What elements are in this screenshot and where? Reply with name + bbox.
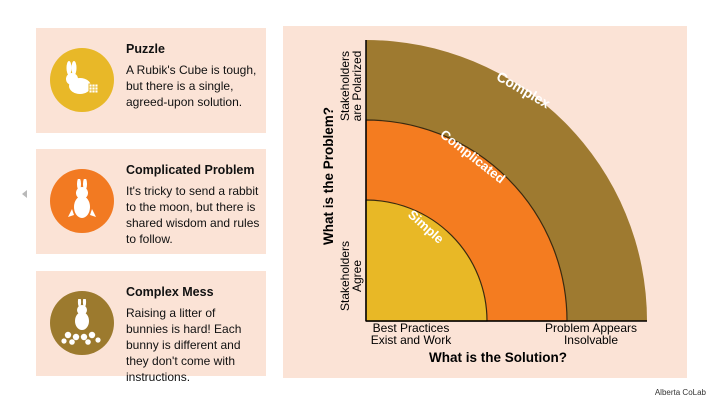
y-axis-title: What is the Problem? [321, 107, 336, 245]
y-bottom-label-line1: Stakeholders [338, 241, 352, 311]
zone-simple [365, 199, 488, 322]
rabbit-family-icon [50, 291, 114, 355]
card-title: Complicated Problem [126, 163, 255, 177]
cynefin-style-diagram: Complex Complicated Simple What is the P… [283, 26, 687, 378]
y-top-label-line1: Stakeholders [338, 51, 352, 121]
x-right-label-line2: Insolvable [564, 333, 618, 347]
card-description: Raising a litter of bunnies is hard! Eac… [126, 306, 242, 384]
card-description: It's tricky to send a rabbit to the moon… [126, 184, 260, 246]
card-title: Puzzle [126, 42, 165, 56]
x-right-label-line1: Problem Appears [545, 321, 637, 335]
y-top-label-line2: are Polarized [350, 51, 364, 122]
x-left-label-line2: Exist and Work [371, 333, 452, 347]
rabbit-with-cube-icon [50, 48, 114, 112]
card-complex-mess: Complex Mess Raising a litter of bunnies… [36, 271, 266, 384]
card-puzzle: Puzzle A Rubik's Cube is tough, but ther… [36, 28, 266, 133]
card-title: Complex Mess [126, 285, 214, 299]
x-left-label-line1: Best Practices [373, 321, 450, 335]
rabbit-rocket-icon [50, 169, 114, 233]
card-complicated-problem: Complicated Problem It's tricky to send … [36, 149, 266, 254]
credit-text: Alberta CoLab [654, 388, 706, 397]
y-bottom-label-line2: Agree [350, 260, 364, 292]
card-description: A Rubik's Cube is tough, but there is a … [126, 63, 257, 109]
x-axis-title: What is the Solution? [429, 350, 567, 365]
left-edge-marker [22, 190, 27, 198]
